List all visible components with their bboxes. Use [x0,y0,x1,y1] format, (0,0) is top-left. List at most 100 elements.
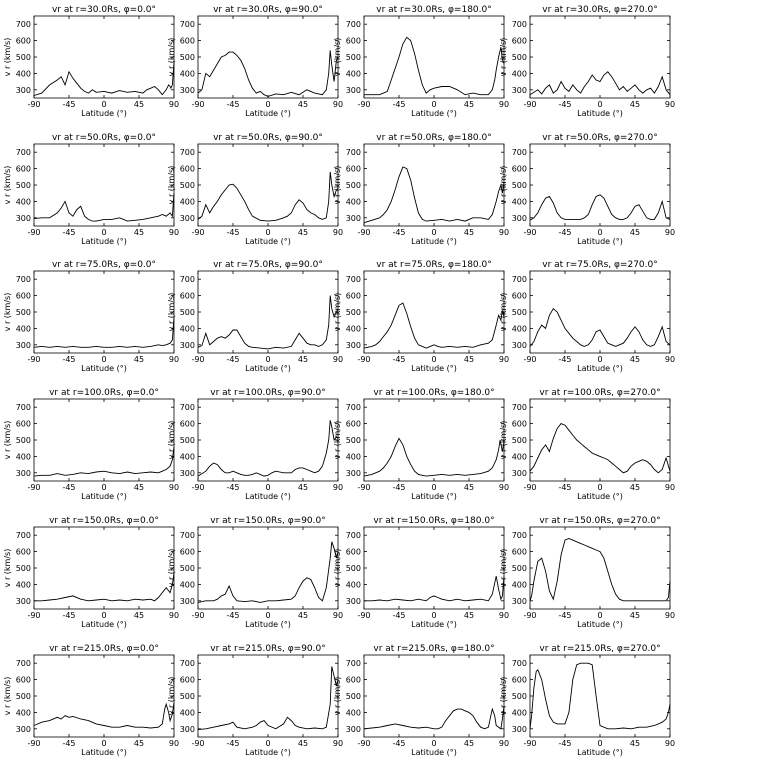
x-tick-label: 0 [431,611,436,620]
x-tick-label: 45 [134,100,144,109]
panel-7: vr at r=50.0Rs, φ=180.0°-90 -45 0 45 9030040… [333,133,509,246]
x-tick-label: 45 [464,100,474,109]
x-tick-label: -90 [191,100,204,109]
y-tick-label: 500 [346,436,361,445]
y-tick-label: 500 [512,181,527,190]
y-axis-label: v r (km/s) [499,421,508,460]
x-axis-label: Latitude (°) [411,364,457,373]
x-tick-label: 45 [464,355,474,364]
x-tick-label: -90 [27,739,40,748]
series-line [529,308,671,347]
plot-frame [197,526,339,610]
panel-title: vr at r=100.0Rs, φ=270.0° [539,388,660,398]
panel-19: vr at r=150.0Rs, φ=180.0°-90 -45 0 45 903004… [333,516,509,629]
x-tick-label: 0 [265,355,270,364]
x-tick-label: 45 [134,611,144,620]
y-tick-label: 300 [512,341,527,350]
x-tick-label: 90 [665,739,675,748]
y-tick-label: 600 [180,292,195,301]
x-tick-label: 45 [298,739,308,748]
series-line [363,437,505,477]
x-tick-label: 90 [169,739,179,748]
x-axis-label: Latitude (°) [81,364,127,373]
panel-20: vr at r=150.0Rs, φ=270.0°-90 -45 0 45 903004… [499,516,675,629]
x-axis-label: Latitude (°) [81,109,127,118]
y-tick-label: 500 [16,692,31,701]
y-tick-label: 500 [180,564,195,573]
panel-title: vr at r=215.0Rs, φ=180.0° [373,644,494,654]
y-tick-label: 600 [346,292,361,301]
y-tick-label: 300 [512,597,527,606]
x-tick-label: 90 [499,355,509,364]
y-tick-label: 500 [180,181,195,190]
x-tick-label: 90 [665,611,675,620]
plot-frame [363,15,505,99]
x-axis-label: Latitude (°) [411,748,457,757]
y-tick-label: 300 [16,725,31,734]
x-tick-label: 90 [665,100,675,109]
x-tick-label: -90 [27,611,40,620]
x-tick-label: 0 [431,483,436,492]
x-axis-label: Latitude (°) [577,620,623,629]
y-tick-label: 400 [512,69,527,78]
x-axis-label: Latitude (°) [245,364,291,373]
x-tick-label: -90 [523,355,536,364]
x-axis-label: Latitude (°) [577,237,623,246]
series-line [197,171,339,222]
x-axis-label: Latitude (°) [411,620,457,629]
x-tick-label: -45 [392,100,405,109]
y-tick-label: 300 [16,597,31,606]
x-tick-label: 0 [597,739,602,748]
y-axis-label: v r (km/s) [333,549,342,588]
y-tick-label: 700 [512,148,527,157]
series-line [529,423,671,474]
panel-title: vr at r=75.0Rs, φ=180.0° [376,260,491,270]
series-line [363,705,505,730]
y-tick-label: 700 [180,148,195,157]
y-axis-label: v r (km/s) [333,677,342,716]
y-tick-label: 700 [346,659,361,668]
y-tick-label: 300 [346,725,361,734]
x-tick-label: -45 [62,355,75,364]
panel-title: vr at r=50.0Rs, φ=90.0° [213,133,323,143]
y-tick-label: 600 [16,37,31,46]
panel-21: vr at r=215.0Rs, φ=0.0° -90 -45 0 45 90 300 400… [3,644,179,757]
x-tick-label: -45 [226,483,239,492]
x-tick-label: 90 [169,611,179,620]
y-axis-label: v r (km/s) [499,38,508,77]
x-tick-label: 0 [431,355,436,364]
y-tick-label: 700 [180,275,195,284]
y-tick-label: 700 [512,275,527,284]
x-tick-label: -45 [226,611,239,620]
y-tick-label: 400 [346,197,361,206]
y-tick-label: 300 [346,86,361,95]
y-tick-label: 700 [512,531,527,540]
y-tick-label: 500 [346,564,361,573]
y-tick-label: 700 [346,20,361,29]
y-tick-label: 400 [346,580,361,589]
x-tick-label: 0 [431,228,436,237]
x-tick-label: 90 [499,483,509,492]
series-line [529,194,671,221]
y-tick-label: 700 [16,20,31,29]
x-tick-label: 90 [169,355,179,364]
y-axis-label: v r (km/s) [333,38,342,77]
x-tick-label: 45 [298,355,308,364]
x-tick-label: -90 [27,355,40,364]
x-tick-label: -90 [191,611,204,620]
series-line [364,576,505,602]
y-tick-label: 500 [346,53,361,62]
panel-title: vr at r=75.0Rs, φ=0.0° [52,260,156,270]
plot-frame [33,654,175,738]
x-tick-label: 0 [597,483,602,492]
y-tick-label: 300 [346,214,361,223]
panel-2: vr at r=30.0Rs, φ=90.0°-90 -45 0 45 90300400… [167,5,343,118]
series-line [33,193,175,222]
y-tick-label: 600 [16,676,31,685]
y-tick-label: 500 [180,308,195,317]
x-tick-label: 45 [464,483,474,492]
y-tick-label: 400 [512,708,527,717]
y-tick-label: 700 [16,403,31,412]
y-tick-label: 400 [180,452,195,461]
x-tick-label: -90 [523,483,536,492]
